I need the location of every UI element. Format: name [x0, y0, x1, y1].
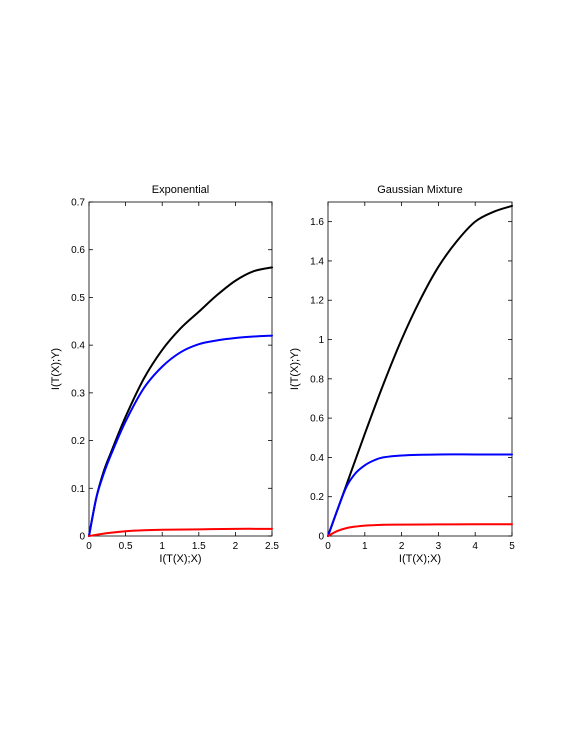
chart-title: Exponential	[152, 184, 210, 196]
series-line-1	[327, 453, 513, 537]
y-tick-label: 0.5	[71, 293, 85, 304]
x-tick-label: 3	[436, 541, 442, 552]
y-tick-label: 0.4	[71, 341, 85, 352]
plot-gaussian-mixture: 0 1 2 3 4 5 0 0.2 0.4 0.6 0.8 1 1.2 1.4 1.6 Gaussian Mi…	[289, 184, 515, 565]
y-tick-label: 1.2	[310, 296, 324, 307]
y-tick-label: 1.6	[310, 217, 324, 228]
x-tick-label: 1.5	[192, 541, 206, 552]
y-axis-label: I(T(X);Y)	[50, 348, 62, 390]
x-tick-label: 2	[399, 541, 405, 552]
series-line-2	[327, 523, 513, 537]
y-tick-label: 1	[318, 335, 324, 346]
x-tick-label: 0.5	[119, 541, 133, 552]
x-axis-label: I(T(X);X)	[399, 553, 441, 565]
y-tick-label: 0	[79, 532, 85, 543]
y-tick-label: 0.2	[71, 436, 85, 447]
y-tick-label: 0.6	[310, 414, 324, 425]
y-tick-label: 0.7	[71, 198, 85, 209]
x-tick-label: 2.5	[265, 541, 279, 552]
y-tick-label: 0	[318, 532, 324, 543]
axes-frame	[327, 201, 513, 537]
y-axis-label: I(T(X);Y)	[289, 348, 301, 390]
y-tick-label: 0.1	[71, 484, 85, 495]
x-tick-label: 2	[233, 541, 239, 552]
x-tick-label: 0	[325, 541, 331, 552]
x-tick-label: 4	[472, 541, 478, 552]
axes-frame	[88, 201, 273, 537]
x-tick-label: 1	[362, 541, 368, 552]
y-tick-label: 0.6	[71, 245, 85, 256]
x-tick-label: 0	[86, 541, 92, 552]
x-tick-label: 5	[509, 541, 515, 552]
y-tick-label: 0.4	[310, 453, 324, 464]
series-line-0	[327, 204, 513, 537]
series-line-2	[88, 527, 273, 537]
y-tick-label: 0.2	[310, 492, 324, 503]
chart-title: Gaussian Mixture	[377, 184, 463, 196]
x-axis-label: I(T(X);X)	[159, 553, 201, 565]
y-tick-label: 1.4	[310, 256, 324, 267]
y-tick-label: 0.8	[310, 374, 324, 385]
plot-exponential: 0 0.5 1 1.5 2 2.5 0 0.1 0.2 0.3 0.4 0.5 0.6 0.7 Expone…	[50, 184, 279, 565]
series-line-1	[88, 334, 273, 537]
y-tick-label: 0.3	[71, 388, 85, 399]
x-tick-label: 1	[159, 541, 165, 552]
